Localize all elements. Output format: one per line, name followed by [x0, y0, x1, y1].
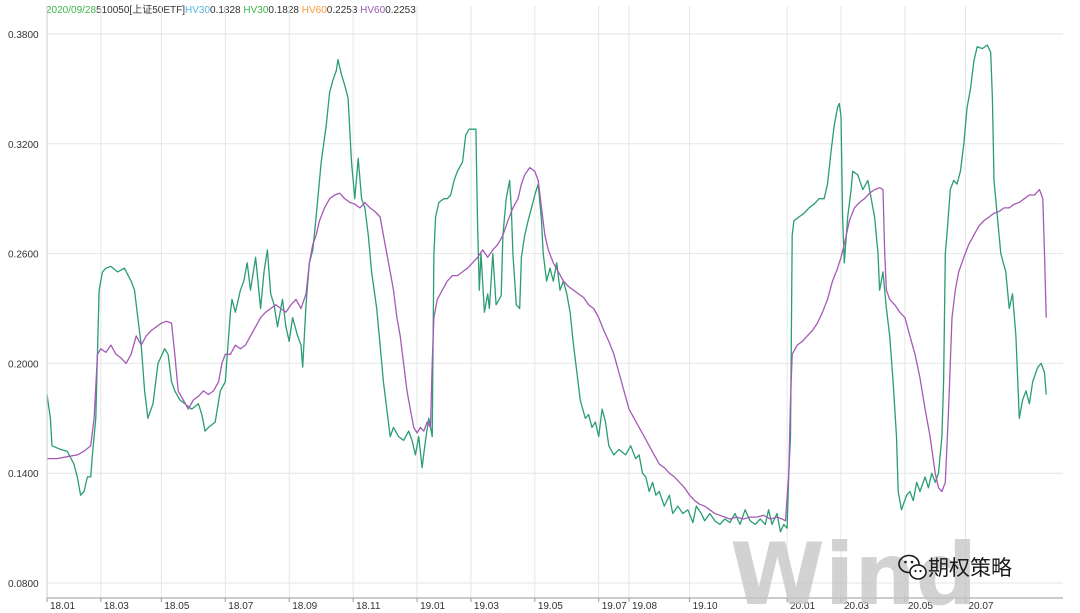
y-tick-label: 0.1400: [8, 469, 39, 480]
x-tick-label: 20.07: [968, 601, 993, 612]
legend-hv30-label-b: HV30: [240, 5, 269, 16]
x-tick-label: 19.10: [693, 601, 718, 612]
x-tick-label: 18.03: [104, 601, 129, 612]
chart-grid: [46, 6, 1063, 598]
legend-hv60-value-a: 0.2253: [326, 5, 358, 16]
legend-security: 510050[上证50ETF]: [96, 5, 185, 16]
x-tick-label: 20.05: [908, 601, 933, 612]
x-tick-label: 18.01: [50, 601, 75, 612]
series-line-hv60: [47, 166, 1047, 522]
x-tick-label: 18.09: [292, 601, 317, 612]
y-tick-label: 0.3200: [8, 140, 39, 151]
x-tick-label: 20.01: [790, 601, 815, 612]
legend-hv30-label-a: HV30: [185, 5, 211, 16]
legend-date: 2020/09/28: [46, 5, 97, 16]
x-tick-label: 18.11: [356, 601, 381, 612]
y-tick-label: 0.2600: [8, 250, 39, 261]
x-tick-label: 19.05: [538, 601, 563, 612]
y-tick-label: 0.0800: [8, 579, 39, 590]
series-line-hv30: [46, 44, 1047, 533]
x-tick-label: 19.01: [420, 601, 445, 612]
legend-hv60-label-b: HV60: [357, 5, 386, 16]
x-tick-label: 18.07: [228, 601, 253, 612]
chart-series: [46, 44, 1047, 533]
x-tick-label: 20.03: [844, 601, 869, 612]
x-tick-label: 18.05: [164, 601, 189, 612]
legend-hv60-value-b: 0.2253: [385, 5, 416, 16]
x-tick-label: 19.03: [474, 601, 499, 612]
legend-hv30-value-b: 0.1828: [268, 5, 299, 16]
chart-axes: 0.3800 0.3200 0.2600 0.2000 0.1400 0.0800 18.0…: [8, 6, 1063, 612]
y-tick-label: 0.3800: [8, 30, 39, 41]
y-tick-label: 0.2000: [8, 359, 39, 370]
x-tick-label: 19.07: [602, 601, 627, 612]
x-tick-label: 19.08: [632, 601, 657, 612]
legend-hv60-label-a: HV60: [299, 5, 327, 16]
